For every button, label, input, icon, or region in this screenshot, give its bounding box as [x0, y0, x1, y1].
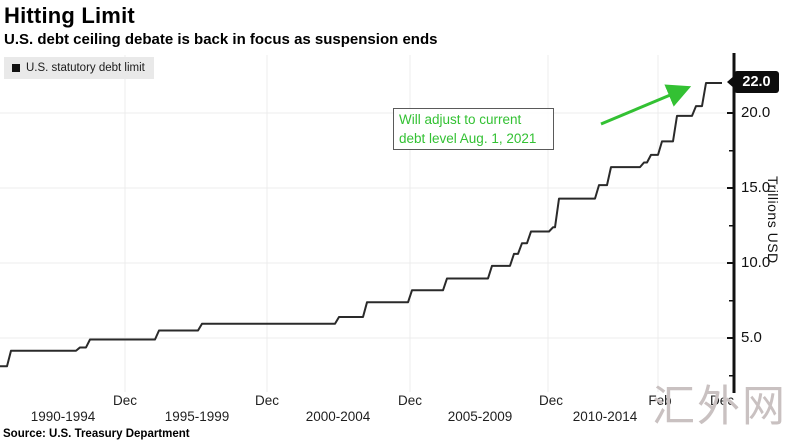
y-tick-label-10.0: 10.0 — [741, 254, 771, 271]
annotation-line-1: Will adjust to current — [399, 112, 522, 127]
page-subtitle: U.S. debt ceiling debate is back in focu… — [4, 31, 438, 48]
page-title: Hitting Limit — [4, 3, 135, 28]
current-value-badge: 22.0 — [727, 71, 779, 93]
vertical-gridlines — [124, 55, 659, 392]
legend: U.S. statutory debt limit — [4, 57, 154, 79]
x-month-label-dec: Dec — [397, 393, 423, 408]
x-month-label-dec: Dec — [709, 393, 735, 408]
annotation-line-2: debt level Aug. 1, 2021 — [399, 131, 537, 146]
x-month-label-feb: Feb — [648, 393, 672, 408]
y-tick-label-15.0: 15.0 — [741, 179, 771, 196]
x-period-label-2010-2014: 2010-2014 — [572, 409, 638, 424]
y-axis-unit-label: Trillions USD — [765, 176, 781, 264]
debt-limit-step-line — [0, 82, 722, 368]
x-month-label-dec: Dec — [538, 393, 564, 408]
current-value-badge-text: 22.0 — [742, 74, 771, 90]
right-y-axis — [727, 53, 736, 393]
x-month-label-dec: Dec — [112, 393, 138, 408]
legend-label: U.S. statutory debt limit — [26, 62, 145, 74]
legend-square-marker-icon — [12, 64, 20, 72]
y-tick-label-5.0: 5.0 — [741, 329, 762, 346]
source-credit: Source: U.S. Treasury Department — [3, 428, 190, 440]
watermark-text: 汇外网 — [652, 383, 787, 431]
y-tick-label-20.0: 20.0 — [741, 104, 771, 121]
annotation-arrow — [600, 84, 692, 126]
annotation-box: Will adjust to current debt level Aug. 1… — [393, 108, 554, 150]
horizontal-gridlines — [0, 112, 733, 339]
x-month-label-dec: Dec — [254, 393, 280, 408]
x-period-label-1995-1999: 1995-1999 — [164, 409, 230, 424]
x-period-label-1990-1994: 1990-1994 — [30, 409, 96, 424]
x-period-label-2005-2009: 2005-2009 — [447, 409, 513, 424]
annotation-arrow-line — [600, 84, 692, 126]
x-period-label-2000-2004: 2000-2004 — [305, 409, 371, 424]
debt-limit-line-path — [0, 82, 722, 368]
